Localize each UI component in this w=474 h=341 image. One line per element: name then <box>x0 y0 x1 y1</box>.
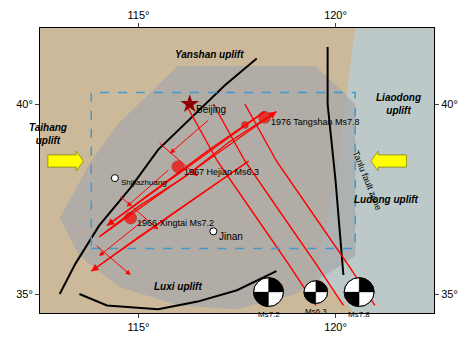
svg-text:35°: 35° <box>441 288 458 300</box>
svg-text:Ms7.8: Ms7.8 <box>348 310 370 319</box>
svg-text:1967 Hejian Ms6.3: 1967 Hejian Ms6.3 <box>184 167 259 177</box>
svg-text:1976 Tangshan Ms7.8: 1976 Tangshan Ms7.8 <box>271 117 359 127</box>
svg-text:35°: 35° <box>16 288 33 300</box>
svg-text:1966 Xingtai Ms7.2: 1966 Xingtai Ms7.2 <box>137 218 214 228</box>
svg-text:Ms7.2: Ms7.2 <box>258 310 280 319</box>
svg-text:Taihanguplift: Taihanguplift <box>29 122 67 146</box>
svg-text:120°: 120° <box>324 9 347 21</box>
svg-text:Liaodonguplift: Liaodonguplift <box>376 92 421 116</box>
svg-text:Tanlu fault zone: Tanlu fault zone <box>351 149 384 211</box>
svg-text:40°: 40° <box>441 98 458 110</box>
svg-text:Yanshan uplift: Yanshan uplift <box>175 49 244 60</box>
svg-text:Ms6.3: Ms6.3 <box>305 307 327 316</box>
svg-text:Beijing: Beijing <box>196 104 226 115</box>
svg-text:40°: 40° <box>16 98 33 110</box>
svg-text:Ludong uplift: Ludong uplift <box>354 194 419 205</box>
svg-text:Shijiazhuang: Shijiazhuang <box>121 178 167 187</box>
svg-text:Jinan: Jinan <box>219 231 243 242</box>
svg-text:Luxi uplift: Luxi uplift <box>154 281 202 292</box>
svg-text:115°: 115° <box>128 321 150 333</box>
svg-text:115°: 115° <box>128 9 150 21</box>
svg-text:120°: 120° <box>324 321 347 333</box>
